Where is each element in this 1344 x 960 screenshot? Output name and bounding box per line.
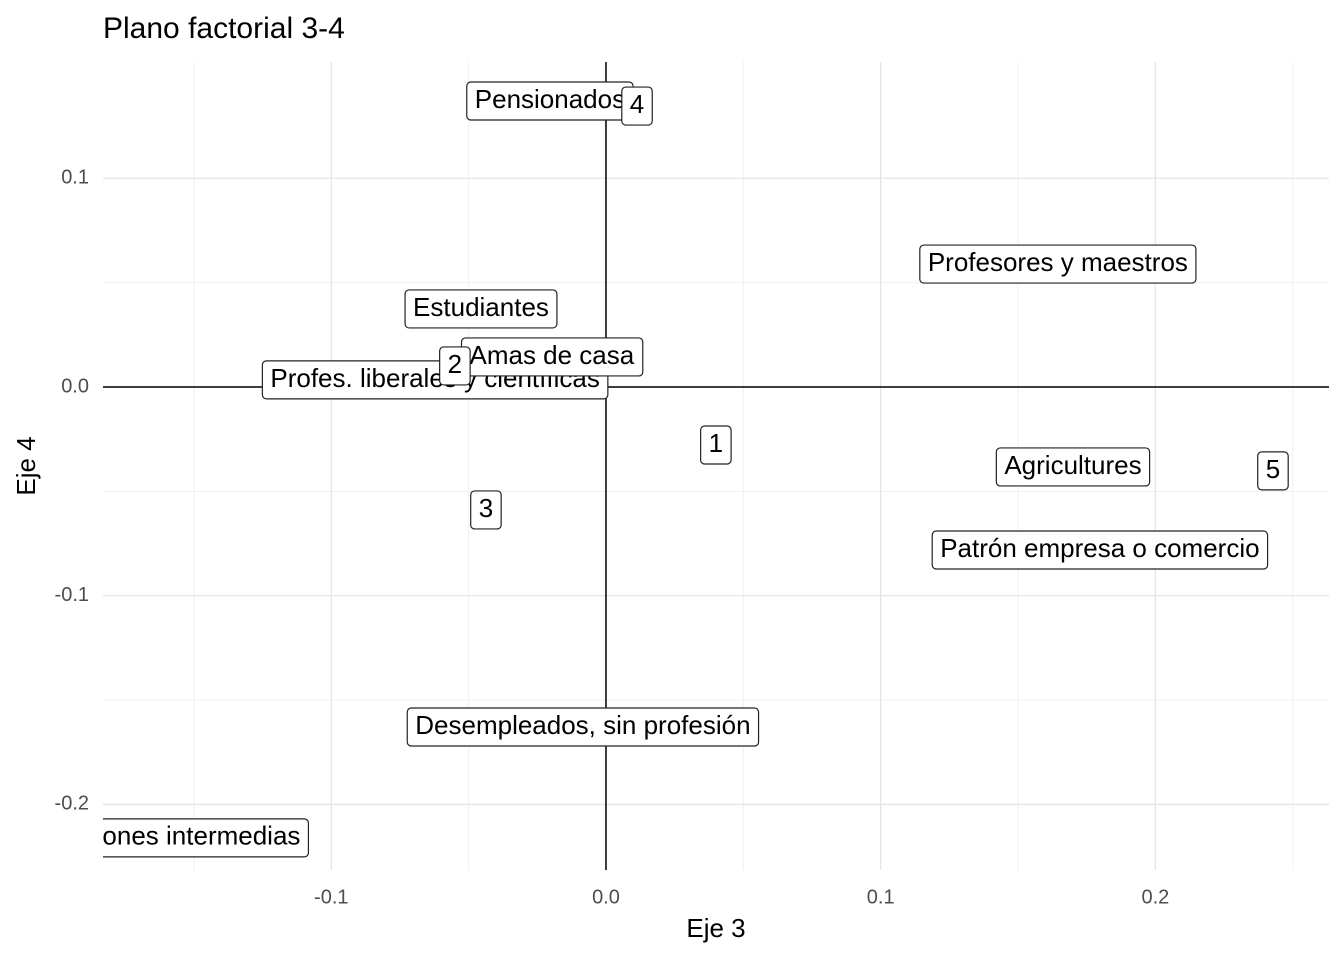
chart-title: Plano factorial 3-4 [103,12,345,45]
y-tick-label: 0.1 [61,167,89,189]
point-label: 2 [439,346,471,386]
label-text: Estudiantes [413,292,549,322]
point-label: Estudiantes [404,289,558,329]
plot-area: Profes. liberales y científicasEstudiant… [22,62,1329,870]
label-text: Profesores y maestros [928,247,1188,277]
x-tick-label: 0.0 [592,886,620,908]
label-box [919,244,1197,284]
label-text: 5 [1266,454,1280,484]
label-text: Desempleados, sin profesión [415,710,750,740]
point-label: Pensionados [466,81,634,121]
label-box [470,490,502,530]
point-label: 4 [621,86,653,126]
point-label: Agricultures [995,447,1151,487]
x-tick-label: -0.1 [314,886,348,908]
label-box [439,346,471,386]
point-label: 1 [700,425,732,465]
label-text: 3 [479,493,493,523]
point-label: Desempleados, sin profesión [406,707,760,747]
y-tick-label: -0.1 [55,584,89,606]
x-tick-label: 0.1 [867,886,895,908]
y-tick-label: -0.2 [55,793,89,815]
label-text: 2 [448,349,462,379]
label-box [700,425,732,465]
label-box [404,289,558,329]
label-text: Patrón empresa o comercio [940,533,1259,563]
point-label: Profesores y maestros [919,244,1197,284]
label-text: 4 [630,89,644,119]
point-label: Patrón empresa o comercio [931,530,1269,570]
label-box [621,86,653,126]
point-label: 5 [1257,451,1289,491]
y-axis-title: Eje 4 [11,436,41,495]
label-text: Pensionados [475,84,625,114]
label-text: Agricultures [1004,450,1141,480]
point-label: Amas de casa [460,337,644,377]
label-box [406,707,760,747]
label-text: Amas de casa [469,340,634,370]
x-tick-label: 0.2 [1141,886,1169,908]
label-text: Profesiones intermedias [22,821,301,851]
label-box [103,818,310,858]
label-box [995,447,1151,487]
label-text: 1 [709,428,723,458]
point-label: 3 [470,490,502,530]
point-label: Profesiones intermedias [22,818,310,858]
label-box [931,530,1269,570]
y-tick-label: 0.0 [61,375,89,397]
x-axis-title: Eje 3 [686,913,745,943]
grid [103,62,1329,870]
label-box [1257,451,1289,491]
